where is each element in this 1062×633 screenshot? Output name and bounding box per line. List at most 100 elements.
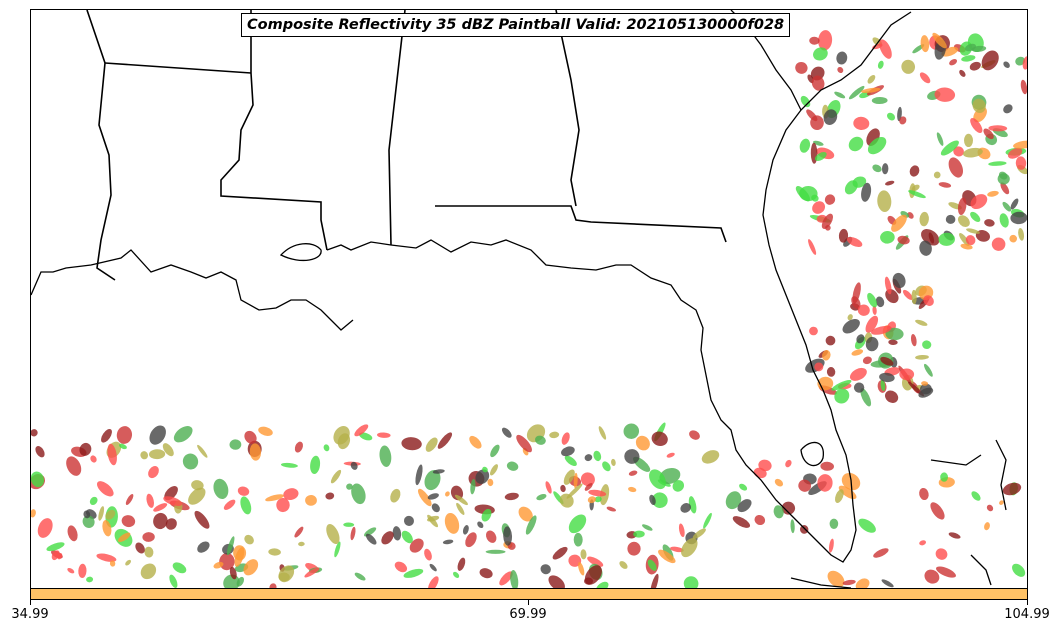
storm-blob <box>580 549 587 560</box>
storm-blob <box>652 492 668 509</box>
storm-blob <box>940 140 959 156</box>
colorbar <box>30 588 1028 600</box>
lake-okeechobee <box>800 441 824 467</box>
storm-blob <box>162 443 174 457</box>
storm-blob <box>924 569 940 584</box>
storm-blob <box>848 85 865 100</box>
storm-blob <box>1007 147 1023 159</box>
colorbar-tick-max <box>1027 600 1028 605</box>
storm-blob <box>938 232 955 246</box>
storm-blob <box>842 318 860 334</box>
storm-blob <box>409 538 424 553</box>
storm-blob <box>970 211 981 222</box>
storm-blob <box>984 219 995 227</box>
storm-blob <box>865 336 879 352</box>
storm-blob <box>999 213 1009 228</box>
storm-blob <box>304 567 320 578</box>
storm-blob <box>90 455 97 463</box>
storm-blob <box>116 426 133 444</box>
storm-blob <box>1022 56 1027 70</box>
storm-blob <box>540 564 551 575</box>
storm-blob <box>781 501 796 515</box>
storm-blob <box>325 492 335 500</box>
storm-blob <box>563 469 575 485</box>
storm-blob <box>930 502 945 520</box>
storm-blob <box>785 459 792 468</box>
storm-blob <box>725 491 742 510</box>
storm-blob <box>1015 56 1026 66</box>
storm-blob <box>121 515 136 528</box>
storm-blob <box>390 488 401 503</box>
storm-blob <box>826 367 836 377</box>
storm-blob <box>237 486 250 496</box>
storm-blob <box>453 571 460 578</box>
storm-blob <box>991 237 1006 251</box>
storm-blob <box>986 504 994 512</box>
storm-blob <box>828 538 834 553</box>
storm-blob <box>337 433 351 450</box>
storm-blob <box>827 570 845 588</box>
state-borders <box>86 10 727 281</box>
storm-blob <box>584 565 602 585</box>
storm-blob <box>919 487 929 501</box>
storm-blob <box>919 540 927 546</box>
storm-blob <box>504 492 519 501</box>
storm-blob <box>972 98 986 113</box>
storm-blob <box>970 118 983 133</box>
storm-blob <box>499 571 513 586</box>
bahamas-3 <box>995 439 1007 511</box>
coast-louisiana <box>31 249 354 331</box>
storm-blob <box>561 432 570 445</box>
storm-blob <box>877 60 884 69</box>
storm-blob <box>834 91 846 99</box>
storm-blob <box>681 538 698 558</box>
storm-blob <box>424 548 432 561</box>
storm-blob <box>892 272 906 289</box>
storm-blob <box>865 315 879 333</box>
storm-blob <box>960 243 973 250</box>
storm-blob <box>525 515 537 535</box>
storm-blob <box>689 430 700 440</box>
storm-blob <box>240 496 252 515</box>
storm-blob <box>197 541 210 553</box>
storm-blob <box>490 464 498 476</box>
storm-blob <box>924 363 933 377</box>
storm-blob <box>814 362 824 372</box>
bahamas-1 <box>930 454 982 466</box>
storm-blob <box>935 548 948 560</box>
storm-blob <box>1002 201 1012 212</box>
storm-blob <box>415 464 423 486</box>
storm-blob <box>936 566 956 578</box>
storm-blob <box>566 483 583 499</box>
colorbar-tick-label-mid: 69.99 <box>509 607 547 622</box>
storm-blob <box>437 432 453 449</box>
storm-blob <box>953 146 964 157</box>
storm-blob <box>109 560 116 567</box>
storm-blob <box>651 431 668 447</box>
storm-blob <box>623 423 640 439</box>
storm-blob <box>377 432 391 438</box>
storm-blob <box>820 461 834 471</box>
storm-blob <box>885 180 895 186</box>
storm-blob <box>96 553 117 562</box>
storm-blob <box>280 462 298 468</box>
storm-blob <box>229 439 242 450</box>
storm-blob <box>487 478 494 487</box>
storm-blob <box>790 519 795 534</box>
storm-blob <box>884 276 892 295</box>
storm-blob <box>424 470 441 491</box>
storm-blob <box>140 563 157 580</box>
storm-blob <box>966 228 980 234</box>
border-al-fl <box>435 205 727 243</box>
storm-blob <box>825 225 831 231</box>
storm-blob <box>984 522 990 531</box>
storm-blob <box>194 510 210 529</box>
storm-blob <box>988 161 1007 166</box>
storm-blob <box>737 499 752 513</box>
storm-blob <box>919 211 929 227</box>
storm-blob <box>346 483 353 490</box>
storm-blob <box>1015 156 1027 170</box>
storm-blob <box>810 115 824 130</box>
storm-blob <box>1003 104 1013 114</box>
storm-blob <box>1018 227 1025 241</box>
